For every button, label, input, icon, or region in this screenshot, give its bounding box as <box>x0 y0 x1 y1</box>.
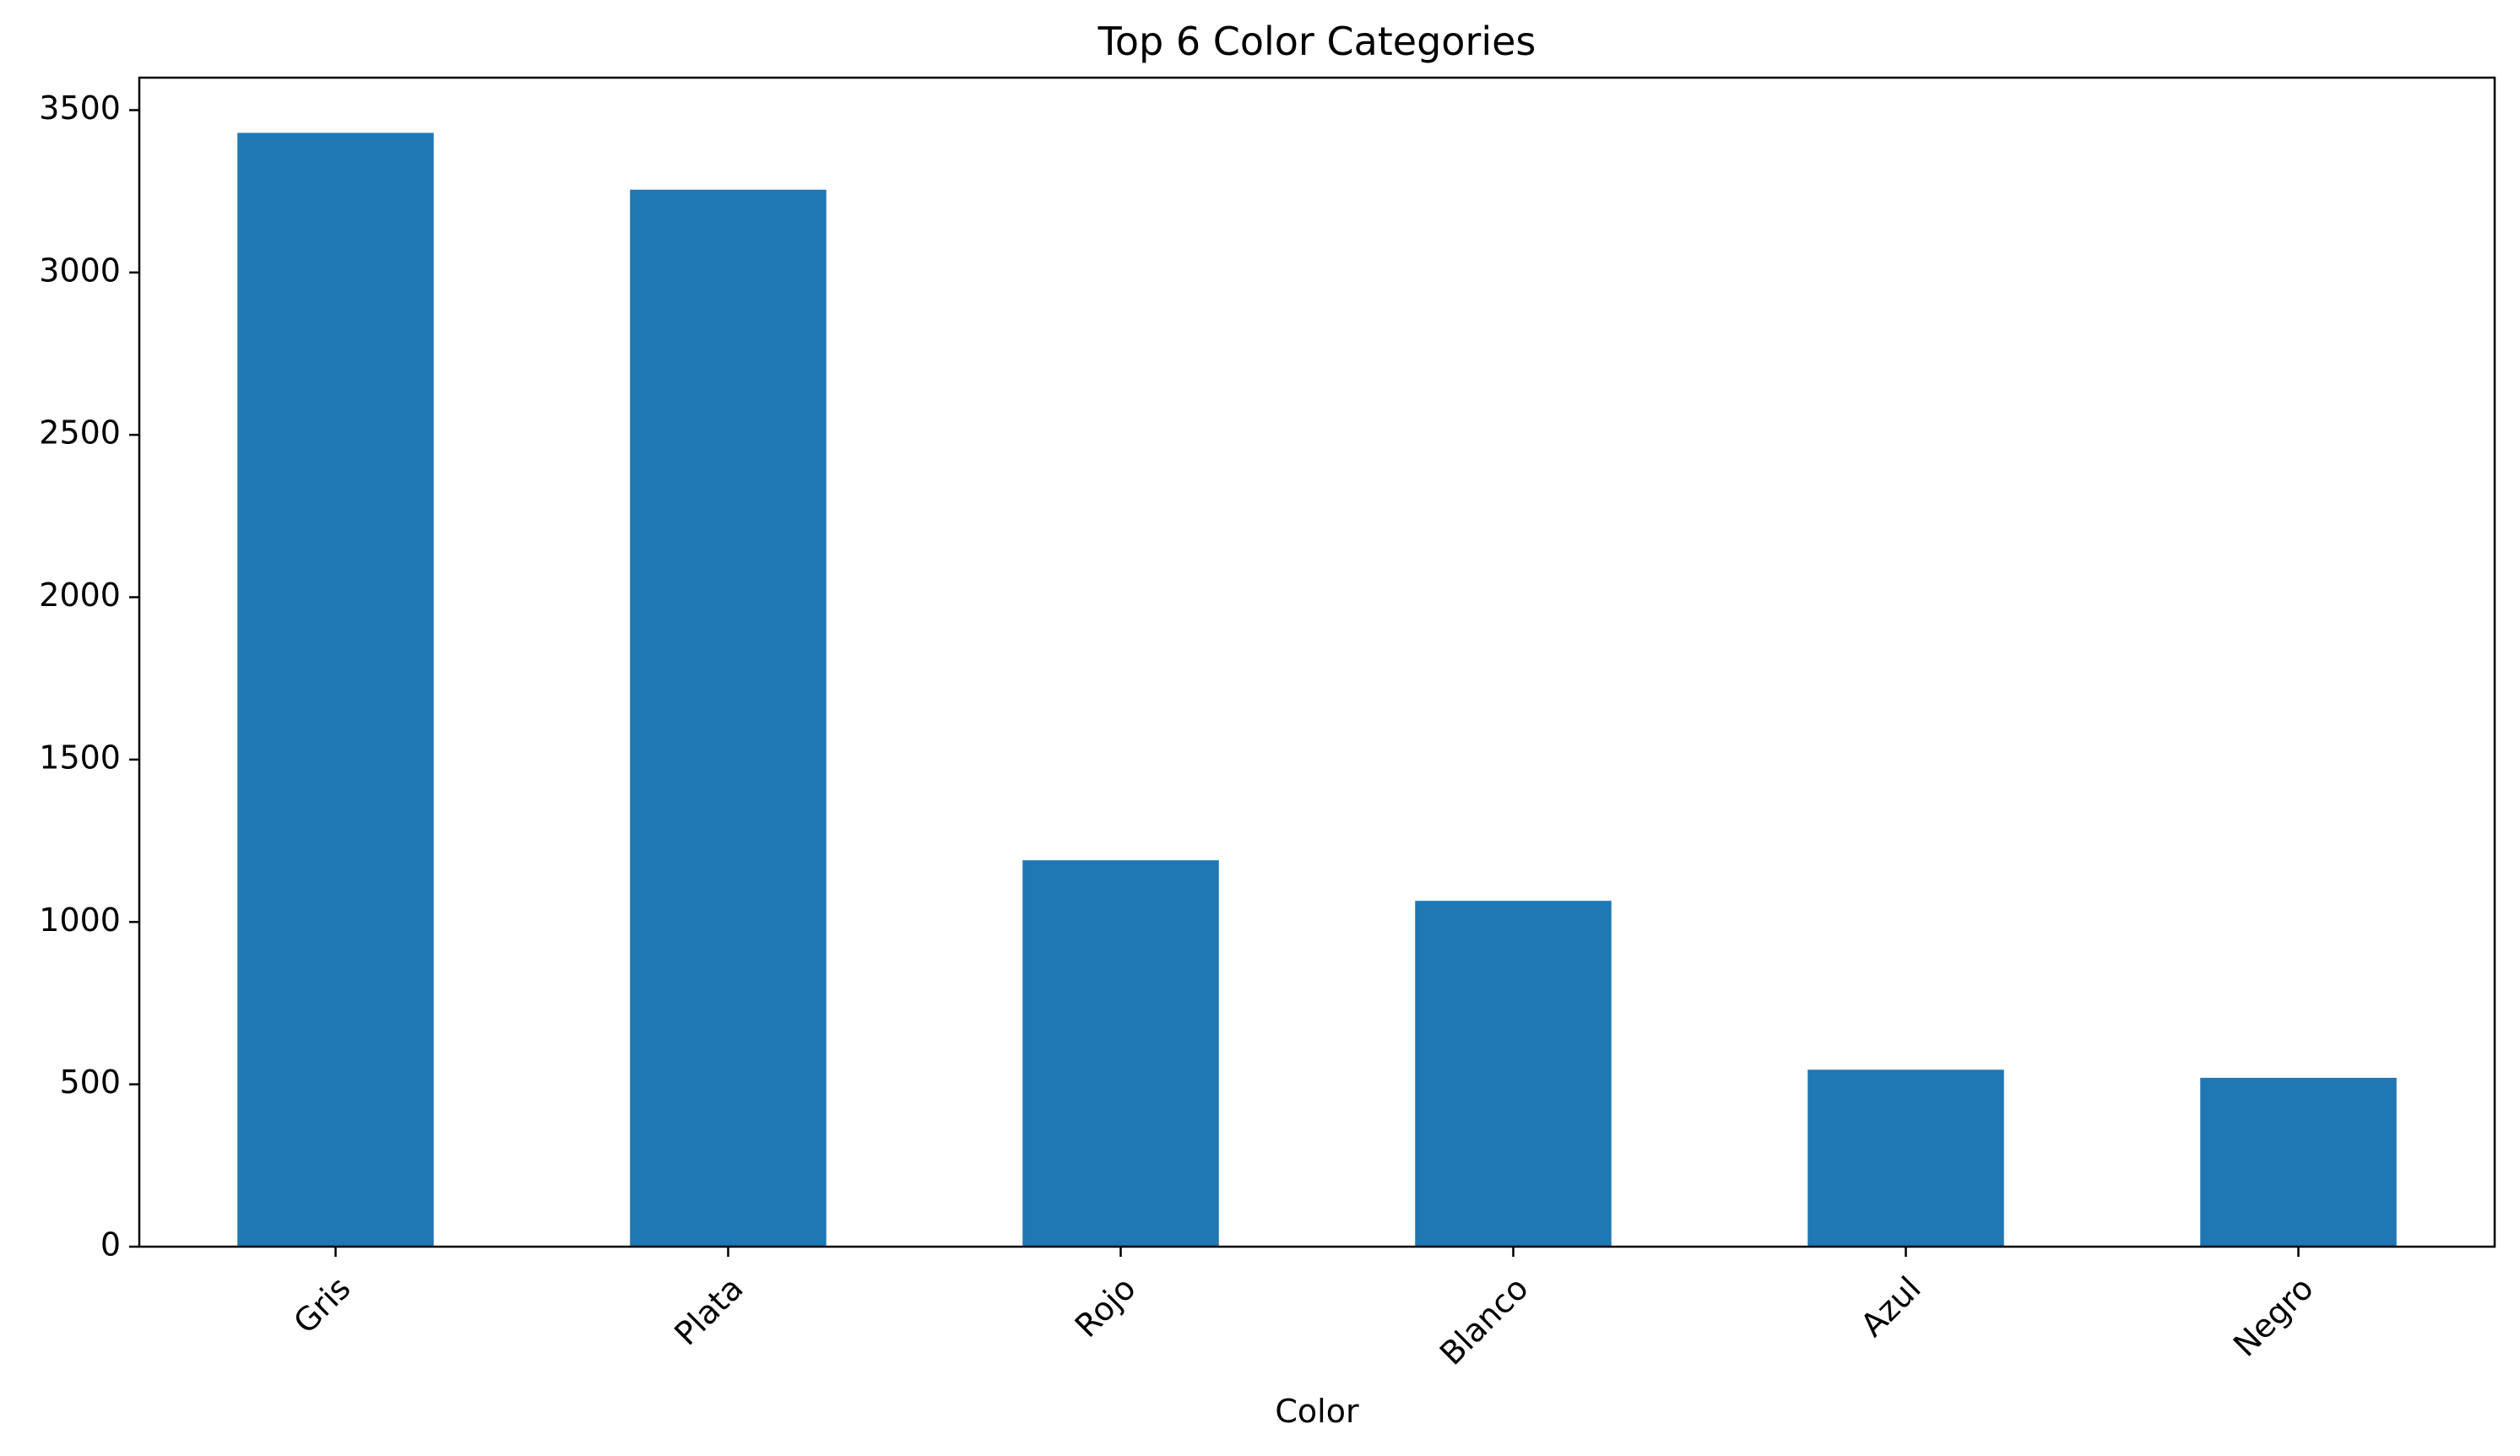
y-tick-label: 500 <box>59 1064 121 1101</box>
x-tick-label-plata: Plata <box>667 1269 750 1352</box>
y-tick-label: 2000 <box>39 576 121 614</box>
bar-blanco <box>1415 901 1612 1247</box>
x-tick-label-gris: Gris <box>286 1269 357 1340</box>
bar-plata <box>630 189 826 1248</box>
chart-title: Top 6 Color Categories <box>1097 19 1536 64</box>
x-axis-title: Color <box>1275 1393 1359 1430</box>
y-axis: 0 500 1000 1500 2000 2500 3000 3500 <box>39 89 139 1264</box>
bar-rojo <box>1022 860 1219 1247</box>
y-tick-label: 3000 <box>39 252 121 289</box>
y-tick-label: 2500 <box>39 414 121 452</box>
bar-negro <box>2200 1077 2397 1247</box>
x-tick-label-azul: Azul <box>1854 1269 1928 1344</box>
x-tick-label-blanco: Blanco <box>1433 1269 1536 1372</box>
bars-layer <box>237 133 2397 1248</box>
y-tick-label: 0 <box>100 1226 121 1264</box>
plot-frame <box>138 76 2496 1248</box>
y-tick-label: 1500 <box>39 739 121 776</box>
bar-gris <box>237 133 434 1247</box>
y-tick-label: 3500 <box>39 89 121 127</box>
x-tick-label-negro: Negro <box>2226 1269 2321 1364</box>
x-axis: Gris Plata Rojo Blanco Azul Negro <box>286 1247 2321 1372</box>
y-tick-label: 1000 <box>39 901 121 939</box>
bar-azul <box>1807 1069 2004 1247</box>
x-tick-label-rojo: Rojo <box>1068 1269 1143 1345</box>
